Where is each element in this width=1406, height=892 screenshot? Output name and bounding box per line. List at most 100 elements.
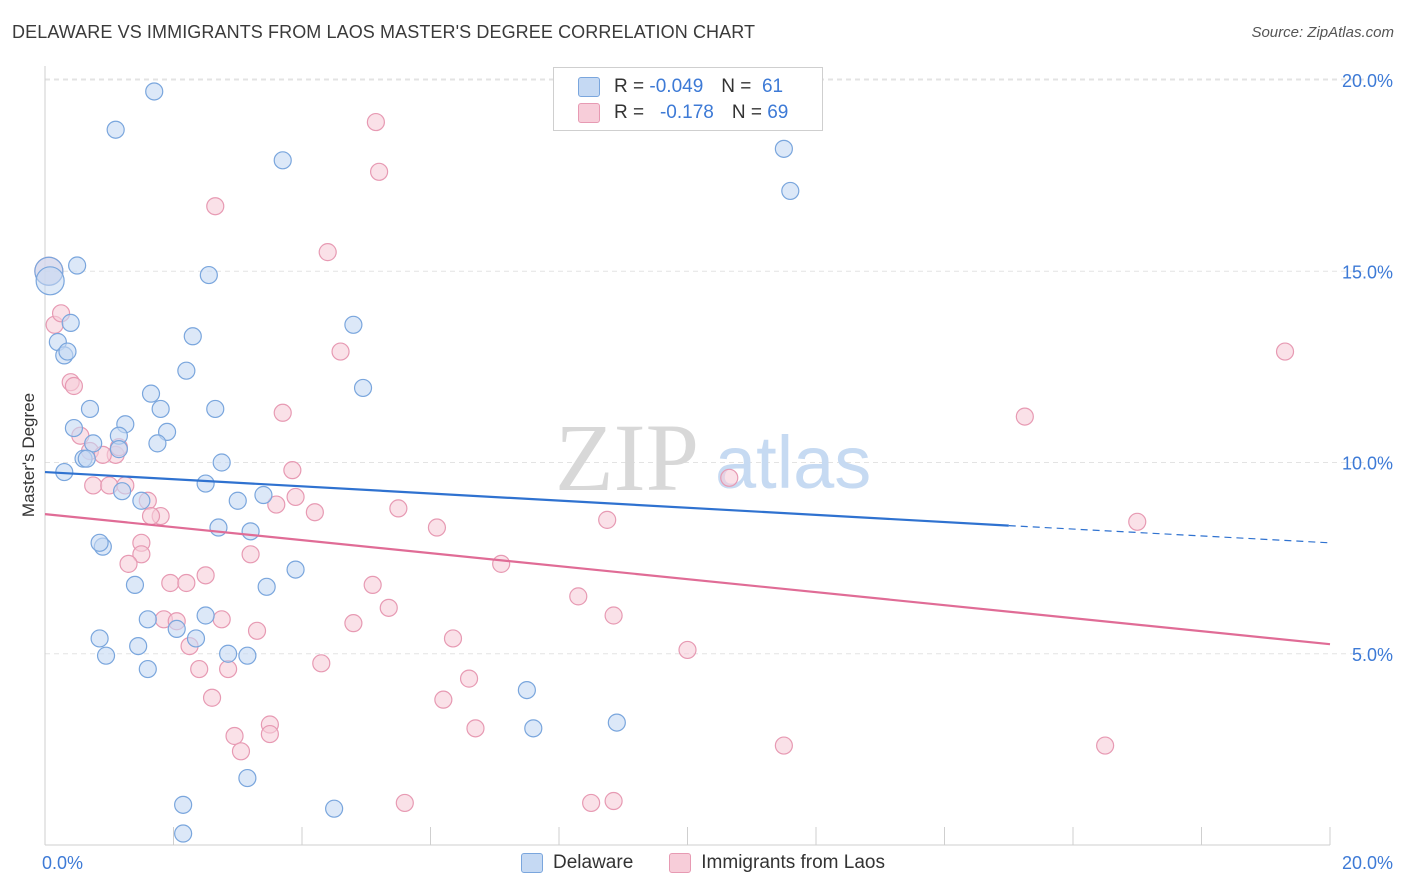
delaware-point [781,181,800,201]
watermark-atlas: atlas [715,421,871,504]
delaware-point [84,434,103,453]
laos-point [305,503,324,522]
delaware-point [241,522,260,541]
delaware-point [61,313,80,332]
bottom-swatch-delaware [521,853,543,873]
delaware-point [254,485,273,505]
delaware-point [177,361,196,380]
delaware-point [228,491,247,510]
source-label: Source: ZipAtlas.com [1251,24,1394,41]
delaware-point [196,474,215,493]
laos-point [389,499,408,518]
laos-point [569,587,588,606]
laos-point [267,495,286,514]
delaware-point [273,151,292,170]
laos-point [273,403,292,422]
legend-r-value: -0.049 [649,76,704,97]
laos-point [260,724,279,744]
delaware-point [148,434,167,453]
bottom-legend-laos-label: Immigrants from Laos [701,852,885,873]
laos-point [196,566,215,585]
laos-point [141,506,161,526]
delaware-point [774,139,793,158]
delaware-point [219,644,238,663]
laos-point [366,112,385,132]
delaware-point [344,315,363,334]
legend-r-value: -0.178 [659,102,714,123]
delaware-point [96,646,116,665]
laos-point [678,640,697,660]
laos-point [443,629,463,648]
bottom-legend-delaware-label: Delaware [553,852,634,873]
trend-lines [44,470,1331,646]
grid-lines [45,78,1365,655]
laos-point [1015,407,1034,426]
delaware-point [167,619,186,638]
delaware-point [238,768,257,788]
bottom-swatch-laos [669,853,692,873]
watermark-zip: ZIP [555,404,699,511]
y-tick-label: 10.0% [1342,454,1393,474]
delaware-point [325,799,344,818]
laos-point [363,575,382,595]
laos-point [395,793,414,813]
delaware-point [112,482,132,501]
laos-point [177,573,196,593]
y-tick-label: 5.0% [1352,645,1393,665]
bottom-legend-delaware: Delaware [521,852,633,874]
laos-point [318,243,337,262]
laos-point [225,726,244,746]
legend-r-label: R = [614,102,645,123]
tick-labels: 5.0% 10.0% 15.0% 20.0% 0.0% 20.0% [42,71,1393,873]
y-tick-label: 20.0% [1342,71,1393,91]
laos-point [283,461,302,480]
delaware-point [145,82,164,101]
delaware-point [132,491,151,510]
delaware-point [209,518,228,537]
delaware-point [35,266,65,296]
delaware-point [90,533,109,552]
legend-row-delaware: R = -0.049 N = 61 [578,74,783,100]
laos-point [1275,342,1295,361]
laos-point [132,545,151,564]
delaware-point [212,453,231,472]
delaware-point [77,449,96,468]
delaware-point [196,606,215,625]
legend-n-value: 61 [761,76,784,97]
delaware-point [151,399,170,419]
delaware-point [90,629,109,648]
laos-point [370,162,389,181]
delaware-point [138,659,157,679]
legend-n-label: N = [721,76,752,97]
laos-point [202,688,222,707]
trend-line-laos [44,513,1331,646]
delaware-point [58,342,77,361]
chart-title: DELAWARE VS IMMIGRANTS FROM LAOS MASTER'… [12,22,756,42]
delaware-point [109,440,128,459]
laos-point [604,606,623,625]
laos-point [466,719,485,738]
axes [44,66,1331,846]
delaware-point [353,378,373,398]
delaware-point [607,713,626,732]
y-tick-label: 15.0% [1342,262,1393,282]
laos-point [427,518,447,537]
laos-point [459,669,479,688]
laos-point [582,793,601,813]
legend-n-label: N = [731,102,762,123]
delaware-point [286,560,305,579]
trend-line-delaware-extension [1008,525,1331,544]
x-tick-label: 20.0% [1342,853,1393,873]
laos-point [720,468,739,487]
laos-point [604,791,623,811]
laos-point [331,342,350,361]
delaware-point [199,265,218,285]
delaware-point [138,610,157,629]
laos-point [312,654,331,673]
delaware-point [141,384,161,403]
delaware-point [206,399,225,419]
laos-point [212,610,231,629]
laos-point [379,598,398,617]
laos-point [492,554,511,573]
laos-point [1096,736,1115,755]
